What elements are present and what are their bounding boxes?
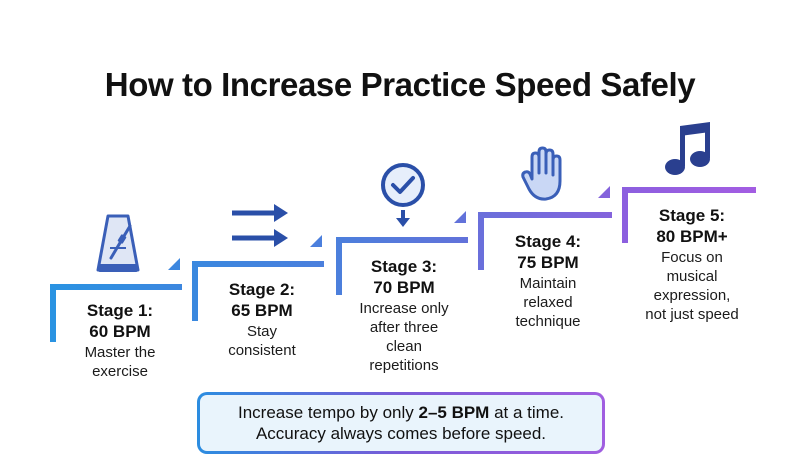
stage-2-title: Stage 2:	[228, 280, 296, 299]
stage-1-desc: Master the exercise	[84, 344, 156, 380]
checkmark-icon	[381, 163, 425, 227]
stage-3-bpm: 70 BPM	[373, 278, 435, 297]
stage-3: Stage 3: 70 BPM Increase only after thre…	[334, 256, 474, 375]
step-2	[192, 235, 324, 321]
double-arrow-icon	[232, 204, 288, 247]
step-5	[622, 187, 756, 243]
metronome-icon	[96, 214, 140, 272]
stage-3-title: Stage 3:	[370, 257, 438, 276]
stage-4-title: Stage 4:	[514, 232, 582, 251]
stage-5: Stage 5: 80 BPM+ Focus on musical expres…	[622, 205, 762, 324]
page-title: How to Increase Practice Speed Safely	[104, 66, 696, 103]
music-note-icon	[665, 122, 710, 175]
stage-4: Stage 4: 75 BPM Maintain relaxed techniq…	[478, 231, 618, 331]
hand-icon	[521, 146, 562, 201]
stage-5-desc: Focus on musical expression, not just sp…	[645, 249, 739, 323]
step-1	[50, 258, 182, 342]
tip-line-1: Increase tempo by only 2–5 BPM at a time…	[238, 403, 564, 422]
tip-line-2: Accuracy always comes before speed.	[255, 424, 547, 443]
stage-2-desc: Stay consistent	[228, 323, 296, 359]
step-3	[336, 211, 468, 295]
tip-box: Increase tempo by only 2–5 BPM at a time…	[197, 392, 605, 454]
stage-5-bpm: 80 BPM+	[656, 227, 728, 246]
stage-4-desc: Maintain relaxed technique	[515, 275, 581, 330]
stage-1: Stage 1: 60 BPM Master the exercise	[52, 300, 188, 381]
stage-2: Stage 2: 65 BPM Stay consistent	[192, 279, 332, 360]
stage-2-bpm: 65 BPM	[231, 301, 293, 320]
stage-4-bpm: 75 BPM	[517, 253, 579, 272]
stage-3-desc: Increase only after three clean repetiti…	[359, 300, 449, 374]
stage-1-bpm: 60 BPM	[89, 322, 151, 341]
stage-1-title: Stage 1:	[86, 301, 154, 320]
stage-5-title: Stage 5:	[658, 206, 726, 225]
step-4	[478, 186, 612, 270]
